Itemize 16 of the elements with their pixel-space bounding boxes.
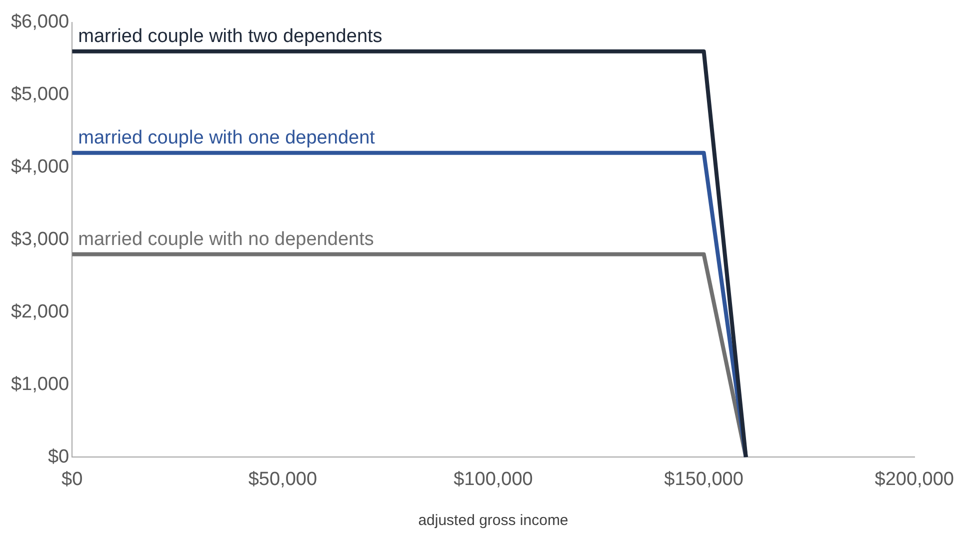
x-tick-label: $50,000: [248, 468, 318, 490]
y-tick-label: $1,000: [10, 374, 70, 395]
x-axis-title: adjusted gross income: [418, 512, 568, 530]
series-label: married couple with two dependents: [78, 26, 382, 48]
x-tick-label: $200,000: [874, 468, 954, 490]
y-tick-label: $0: [48, 446, 70, 468]
y-tick-label: $6,000: [10, 12, 70, 33]
y-tick-label: $5,000: [10, 84, 70, 106]
x-tick-label: $150,000: [664, 468, 744, 490]
y-tick-label: $3,000: [10, 229, 70, 250]
series-label: married couple with one dependent: [78, 128, 376, 149]
series-label: married couple with no dependents: [78, 229, 374, 250]
y-tick-label: $2,000: [10, 302, 70, 322]
x-tick-label: $0: [62, 468, 83, 490]
x-tick-label: $100,000: [454, 468, 533, 490]
y-tick-label: $4,000: [10, 156, 70, 178]
